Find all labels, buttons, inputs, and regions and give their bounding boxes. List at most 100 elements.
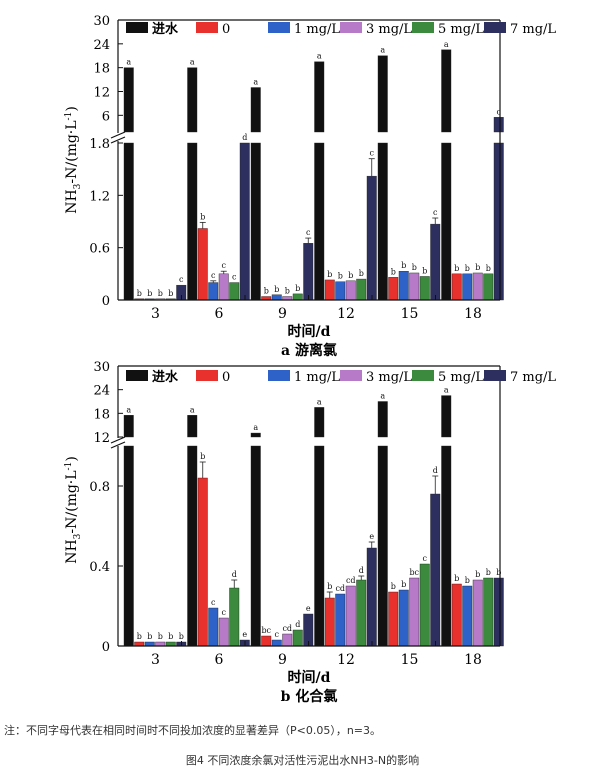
bar-0-2-3 bbox=[335, 281, 346, 301]
significance-letter-1-3-0: b bbox=[158, 632, 163, 641]
bar-1-5-5 bbox=[493, 577, 504, 647]
significance-letter-1-0-5: a bbox=[444, 386, 449, 395]
bar-0-0-5 bbox=[441, 49, 452, 133]
significance-letter-0-1-5: b bbox=[454, 264, 459, 273]
significance-letter-1-5-0: b bbox=[179, 632, 184, 641]
bar-1-2-2 bbox=[271, 639, 282, 647]
bar-1-3-5 bbox=[472, 579, 483, 647]
y-axis-label-part-0-4: ) bbox=[64, 106, 80, 111]
bar-1-2-1 bbox=[208, 607, 219, 647]
bar-0-1-4 bbox=[388, 277, 399, 301]
significance-letter-1-3-2: cd bbox=[282, 624, 292, 633]
significance-letter-0-1-1: b bbox=[200, 212, 205, 221]
axis-break-mark-top-0 bbox=[110, 131, 126, 139]
legend-swatch-0-5 bbox=[484, 22, 506, 33]
y-tick-label-upper-0-4: 30 bbox=[93, 14, 110, 29]
bar-1-0-2 bbox=[250, 432, 261, 438]
x-tick-label-1-5: 18 bbox=[464, 652, 482, 668]
x-tick-label-1-3: 12 bbox=[337, 652, 355, 668]
legend-swatch-1-1 bbox=[196, 370, 218, 381]
y-axis-label-part-0-0: NH bbox=[64, 189, 80, 213]
axis-break-gap-1 bbox=[110, 439, 128, 445]
bar-1-5-3 bbox=[366, 547, 377, 647]
significance-letter-0-2-2: b bbox=[274, 285, 279, 294]
bar-1-0-5 bbox=[441, 395, 452, 438]
significance-letter-0-5-4: c bbox=[433, 208, 438, 217]
bar-0-4-5 bbox=[483, 273, 494, 301]
legend-label-1-0: 进水 bbox=[152, 369, 179, 385]
bar-0-1-1 bbox=[197, 228, 208, 301]
y-tick-label-upper-0-2: 18 bbox=[93, 62, 110, 77]
y-axis-label-part-0-3: -1 bbox=[64, 112, 74, 121]
significance-letter-1-5-5: b bbox=[496, 568, 501, 577]
significance-letter-1-4-1: d bbox=[232, 570, 237, 579]
bar-1-0-4-lower bbox=[377, 445, 388, 647]
bar-0-5-1 bbox=[239, 142, 250, 301]
significance-letter-1-5-1: e bbox=[242, 630, 247, 639]
y-tick-label-upper-0-1: 12 bbox=[93, 85, 110, 100]
significance-letter-1-0-4: a bbox=[380, 392, 385, 401]
significance-letter-0-4-3: b bbox=[359, 269, 364, 278]
significance-letter-0-5-2: c bbox=[306, 228, 311, 237]
axis-break-mark-top-1 bbox=[110, 436, 126, 444]
bar-0-0-0 bbox=[123, 67, 134, 133]
significance-letter-0-3-0: b bbox=[158, 289, 163, 298]
significance-letter-1-3-3: cd bbox=[346, 576, 356, 585]
y-tick-label-upper-1-0: 12 bbox=[93, 431, 110, 446]
bar-0-0-2 bbox=[250, 87, 261, 133]
bar-1-4-2 bbox=[292, 629, 303, 647]
bar-1-4-4 bbox=[419, 563, 430, 647]
figure-note: 注：不同字母代表在相同时间时不同投加浓度的显著差异（P<0.05），n=3。 bbox=[4, 724, 382, 737]
bar-0-5-5-lower bbox=[493, 142, 504, 301]
bar-0-2-5 bbox=[462, 273, 473, 301]
significance-letter-0-4-0: b bbox=[168, 289, 173, 298]
bar-0-4-1 bbox=[229, 282, 240, 301]
significance-letter-0-4-5: b bbox=[486, 264, 491, 273]
significance-letter-0-5-0: c bbox=[179, 275, 184, 284]
bar-1-0-4 bbox=[377, 401, 388, 438]
significance-letter-1-5-3: e bbox=[369, 532, 374, 541]
significance-letter-0-0-3: a bbox=[317, 52, 322, 61]
significance-letter-1-5-2: e bbox=[306, 604, 311, 613]
y-axis-label-part-1-1: 3 bbox=[73, 533, 83, 539]
bar-0-0-3 bbox=[314, 61, 325, 133]
bar-1-2-4 bbox=[398, 589, 409, 647]
bar-0-3-3 bbox=[345, 280, 356, 301]
y-axis-label-part-1-4: ) bbox=[64, 456, 80, 461]
legend-label-1-5: 7 mg/L bbox=[510, 370, 556, 385]
x-tick-label-0-3: 12 bbox=[337, 306, 355, 322]
x-tick-label-1-2: 9 bbox=[278, 652, 287, 668]
bar-0-5-3 bbox=[366, 175, 377, 301]
bar-0-1-5 bbox=[451, 273, 462, 301]
y-tick-label-upper-1-1: 18 bbox=[93, 407, 110, 422]
legend-swatch-1-3 bbox=[340, 370, 362, 381]
y-axis-label-part-0-2: -N/(mg·L bbox=[64, 120, 80, 183]
bar-0-3-4 bbox=[409, 272, 420, 301]
significance-letter-0-3-3: b bbox=[348, 271, 353, 280]
significance-letter-1-1-1: b bbox=[200, 452, 205, 461]
significance-letter-0-3-1: c bbox=[222, 261, 227, 270]
significance-letter-1-4-4: c bbox=[423, 554, 428, 563]
y-axis-label-0: NH3-N/(mg·L-1) bbox=[64, 106, 83, 214]
bar-0-4-2 bbox=[292, 293, 303, 301]
x-axis-label-1: 时间/d bbox=[288, 669, 331, 686]
chart-subtitle-0: a 游离氯 bbox=[281, 342, 337, 359]
bar-0-0-1-lower bbox=[187, 142, 198, 301]
significance-letter-1-0-0: a bbox=[126, 405, 131, 414]
bar-0-0-1 bbox=[187, 67, 198, 133]
significance-letter-0-5-5: c bbox=[497, 107, 502, 116]
axis-break-gap-0 bbox=[110, 134, 128, 140]
bar-1-4-5 bbox=[483, 577, 494, 647]
legend-swatch-1-4 bbox=[412, 370, 434, 381]
significance-letter-0-0-2: a bbox=[253, 78, 258, 87]
y-tick-label-lower-0-1: 0.6 bbox=[89, 242, 110, 257]
legend-label-0-5: 7 mg/L bbox=[510, 22, 556, 37]
bar-1-3-4 bbox=[409, 577, 420, 647]
y-tick-label-upper-1-3: 30 bbox=[93, 360, 110, 375]
y-tick-label-lower-0-2: 1.2 bbox=[89, 189, 110, 204]
significance-letter-1-3-5: b bbox=[475, 570, 480, 579]
bar-1-1-2 bbox=[261, 635, 272, 647]
bar-0-4-3 bbox=[356, 278, 367, 301]
bar-1-1-1 bbox=[197, 477, 208, 647]
